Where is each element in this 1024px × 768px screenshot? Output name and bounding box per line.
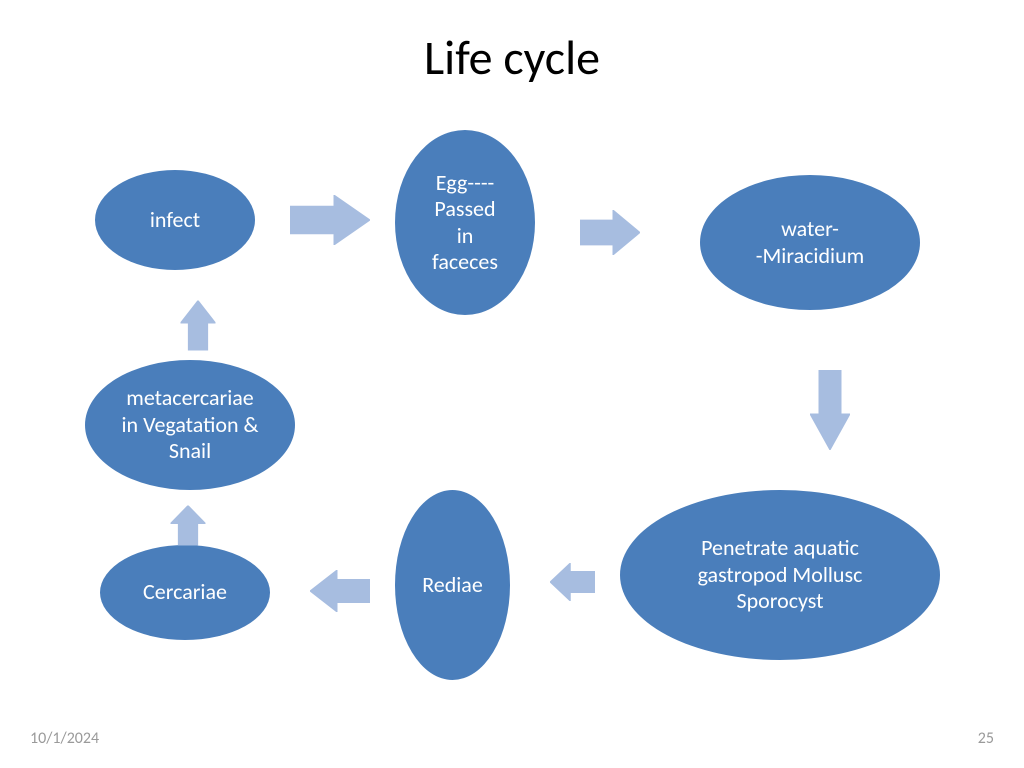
arrow-penetrate-to-rediae xyxy=(550,563,595,601)
node-text-line: faceces xyxy=(432,249,498,275)
node-text-line: infect xyxy=(150,207,200,233)
node-text-line: water- xyxy=(781,216,839,242)
node-egg: Egg----Passedinfaceces xyxy=(395,130,535,315)
arrow-cercariae-to-metacercariae xyxy=(170,505,205,545)
arrow-infect-to-egg xyxy=(290,195,370,245)
node-water: water--Miracidium xyxy=(700,175,920,310)
arrow-metacercariae-to-infect xyxy=(180,300,215,350)
node-text-line: in Vegatation & xyxy=(121,412,258,438)
node-text-line: Cercariae xyxy=(143,579,227,605)
arrow-egg-to-water xyxy=(580,210,640,255)
node-rediae: Rediae xyxy=(395,490,510,680)
node-text-line: Rediae xyxy=(422,572,483,598)
node-text-line: Passed xyxy=(434,196,495,222)
node-text-line: Sporocyst xyxy=(737,588,824,614)
node-text-line: Snail xyxy=(169,438,211,464)
page-title: Life cycle xyxy=(0,28,1024,87)
node-infect: infect xyxy=(95,170,255,270)
node-cercariae: Cercariae xyxy=(100,545,270,640)
slide-stage: Life cycle infect Egg----Passedinfaceces… xyxy=(0,0,1024,768)
footer-page-number: 25 xyxy=(978,729,994,748)
node-text-line: in xyxy=(457,223,474,249)
node-metacercariae: metacercariaein Vegatation &Snail xyxy=(85,360,295,490)
node-text-line: Egg---- xyxy=(436,170,495,196)
node-text-line: metacercariae xyxy=(126,385,254,411)
node-text-line: Penetrate aquatic xyxy=(701,535,859,561)
arrow-water-to-penetrate xyxy=(810,370,850,450)
node-text-line: -Miracidium xyxy=(756,243,864,269)
arrow-rediae-to-cercariae xyxy=(310,570,370,612)
footer-date: 10/1/2024 xyxy=(30,729,99,748)
node-penetrate: Penetrate aquaticgastropod MolluscSporoc… xyxy=(620,490,940,660)
node-text-line: gastropod Mollusc xyxy=(698,562,863,588)
